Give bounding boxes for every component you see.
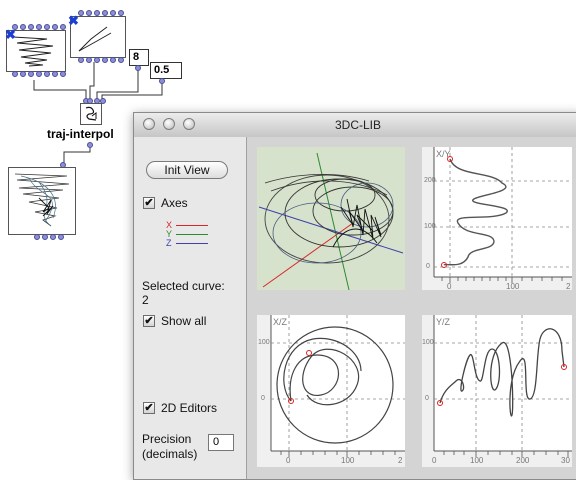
- zoom-window-button[interactable]: [183, 118, 195, 130]
- yz-view[interactable]: Y/Z 100 0 0 100 200 30: [422, 315, 572, 467]
- axes-label: Axes: [161, 196, 188, 210]
- yz-plot: [422, 315, 572, 467]
- axis-legend-z-line: [176, 243, 208, 244]
- yz-x-tick-200: 200: [516, 456, 530, 465]
- 2d-editors-label: 2D Editors: [161, 401, 218, 415]
- axis-legend-x: X: [166, 220, 173, 230]
- number-box-samples[interactable]: 8: [129, 49, 149, 66]
- xy-y-tick-0: 0: [426, 263, 430, 270]
- yz-x-tick-300: 30: [561, 456, 570, 465]
- xy-view-title: X/Y: [436, 149, 451, 159]
- trajectory-preview-1: [12, 36, 54, 67]
- show-all-label: Show all: [161, 314, 207, 328]
- patch-wires: [33, 62, 163, 166]
- xz-plot: [257, 315, 405, 467]
- traj-interpol-object[interactable]: [80, 103, 102, 125]
- axis-legend-x-line: [176, 225, 208, 226]
- traj-interpol-icon: [85, 106, 97, 121]
- precision-input[interactable]: 0: [208, 434, 234, 451]
- xz-view-title: X/Z: [273, 317, 288, 327]
- trajectory-preview-2: [78, 26, 112, 52]
- xz-y-tick-0: 0: [261, 395, 265, 402]
- selected-curve-value: 2: [142, 293, 149, 307]
- axis-legend-z: Z: [166, 238, 172, 248]
- selection-x-icon: ✖: [68, 13, 79, 28]
- control-panel: Init View ✔ Axes X Y Z Selected curve: 2…: [134, 137, 247, 479]
- xz-x-tick-100: 100: [341, 456, 355, 465]
- xz-x-tick-200: 2: [398, 456, 403, 465]
- 3d-view[interactable]: [257, 147, 405, 290]
- xy-view[interactable]: X/Y 200 100 0 0 100 2: [422, 147, 572, 291]
- window-title: 3DC-LIB: [334, 118, 381, 132]
- selected-curve-label: Selected curve:: [142, 279, 225, 293]
- yz-y-tick-100: 100: [422, 339, 434, 346]
- xy-x-tick-100: 100: [506, 282, 520, 291]
- 3d-curves: [258, 152, 404, 290]
- output-trajectory-box[interactable]: [8, 167, 76, 235]
- xy-x-tick-200: 2: [566, 282, 571, 291]
- xz-y-tick-100: 100: [258, 339, 270, 346]
- xy-y-tick-100: 100: [424, 223, 436, 230]
- xz-x-tick-0: 0: [286, 456, 291, 465]
- xy-x-tick-0: 0: [447, 282, 452, 291]
- 2d-editors-checkbox[interactable]: ✔: [143, 402, 155, 414]
- axes-checkbox[interactable]: ✔: [143, 197, 155, 209]
- xy-plot: [422, 147, 572, 290]
- show-all-checkbox[interactable]: ✔: [143, 315, 155, 327]
- minimize-window-button[interactable]: [163, 118, 175, 130]
- input-trajectory-box-1[interactable]: [6, 30, 66, 72]
- axis-legend-y: Y: [166, 229, 173, 239]
- yz-view-title: Y/Z: [436, 317, 451, 327]
- xy-y-tick-200: 200: [424, 177, 436, 184]
- init-view-button[interactable]: Init View: [146, 161, 228, 179]
- yz-x-tick-0: 0: [432, 456, 437, 465]
- axis-legend-y-line: [176, 234, 208, 235]
- 3dc-lib-window: 3DC-LIB Init View ✔ Axes X Y Z Selected …: [133, 112, 576, 480]
- precision-label-units: (decimals): [142, 447, 198, 461]
- yz-y-tick-0: 0: [425, 395, 429, 402]
- xz-view[interactable]: X/Z 100 0 0 100 2: [257, 315, 405, 467]
- input-trajectory-box-2[interactable]: [70, 16, 126, 58]
- close-window-button[interactable]: [143, 118, 155, 130]
- precision-label: Precision: [142, 432, 192, 446]
- output-trajectory-preview: [14, 173, 70, 227]
- traj-interpol-label: traj-interpol: [47, 127, 114, 141]
- yz-x-tick-100: 100: [470, 456, 484, 465]
- selection-x-icon: ✖: [5, 27, 16, 42]
- plot-area: X/Y 200 100 0 0 100 2: [247, 137, 576, 479]
- number-box-interpolation[interactable]: 0.5: [150, 62, 182, 79]
- window-titlebar[interactable]: 3DC-LIB: [134, 113, 576, 138]
